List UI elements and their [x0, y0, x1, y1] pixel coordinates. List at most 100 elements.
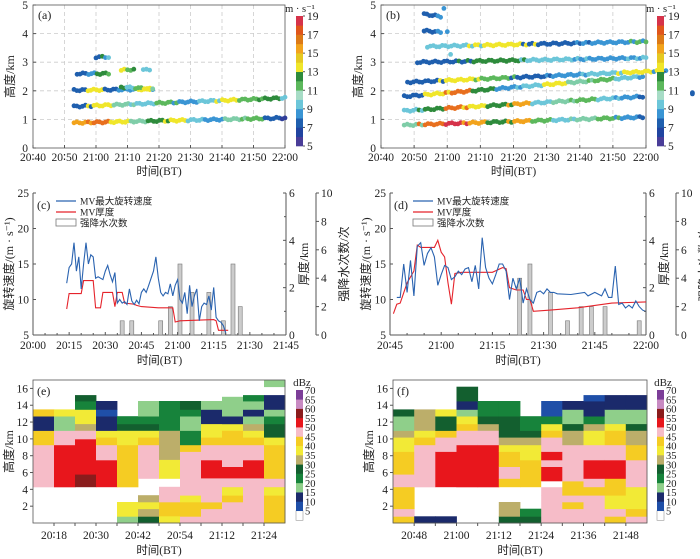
- heatmap-cell: [414, 409, 436, 431]
- heatmap-cell: [201, 444, 223, 461]
- colorbar: 5 7 9 11 13 15 17 19m · s⁻¹: [646, 4, 680, 153]
- data-point: [282, 94, 288, 100]
- x-tick-label: 20∶30: [83, 530, 109, 542]
- y-tick-label: 20: [375, 224, 387, 236]
- heatmap-cell: [477, 423, 500, 431]
- y-tick-label: 15: [18, 259, 30, 271]
- colorbar-tick-label: 15: [666, 488, 677, 499]
- y-axis-label: 旋转速度/(m · s⁻¹): [358, 217, 373, 310]
- x-tick-label: 21∶10: [115, 152, 141, 164]
- heatmap-cell: [583, 401, 606, 417]
- x-tick-label: 21∶24: [528, 530, 554, 542]
- heatmap-cell: [222, 416, 244, 425]
- y-tick-label: 20: [18, 224, 30, 236]
- y2-tick-label: 4: [649, 235, 655, 247]
- y-tick-label: 10: [375, 295, 387, 307]
- heatmap-cell: [456, 409, 479, 417]
- x-tick-label: 21∶10: [467, 152, 493, 164]
- data-point: [438, 30, 443, 35]
- colorbar-swatch: [296, 71, 303, 82]
- x-tick-label: 21∶00: [428, 340, 454, 352]
- thickness-line: [392, 238, 647, 314]
- x-tick-label: 20∶40: [20, 152, 46, 164]
- y-tick-label: 4: [22, 29, 28, 41]
- heatmap-cell: [96, 437, 118, 446]
- x-tick-label: 20∶42: [125, 530, 151, 542]
- x-tick-label: 21∶40: [209, 152, 235, 164]
- heatmap-cell: [604, 423, 627, 431]
- heatmap-cell: [562, 508, 584, 524]
- y3-tick-label: 2: [681, 302, 687, 314]
- heatmap-cell: [180, 444, 202, 452]
- heatmap-cell: [393, 451, 415, 475]
- heatmap-cell: [159, 459, 181, 479]
- heatmap-cell: [541, 423, 563, 431]
- panel-e: 20∶18 20∶30 20∶42 20∶54 21∶12 21∶24 2 4 6 8 10 12 14…: [1, 377, 316, 557]
- y-tick-label: 10: [377, 434, 389, 446]
- heatmap-cell: [33, 416, 55, 431]
- x-tick-label: 21∶15: [479, 340, 505, 352]
- colorbar-swatch: [657, 53, 664, 63]
- heatmap-cell: [625, 459, 648, 488]
- heatmap-cell: [75, 430, 97, 440]
- y3-tick-label: 6: [681, 245, 687, 257]
- colorbar-tick-label: 50: [305, 423, 316, 434]
- x-tick-label: 21∶50: [241, 152, 267, 164]
- heatmap-cell: [562, 409, 584, 425]
- y-axis-label: 高度/km: [350, 55, 365, 98]
- colorbar-swatch: [296, 43, 303, 54]
- panel-c: 20∶00 20∶15 20∶30 20∶45 21∶00 21∶15 21∶30 21∶45…: [1, 188, 351, 367]
- panel-label: (e): [37, 384, 50, 398]
- heatmap-cell: [498, 502, 521, 517]
- data-point: [441, 5, 447, 11]
- colorbar-tick-label: 9: [668, 104, 674, 116]
- data-point: [444, 29, 450, 35]
- colorbar-tick-label: 7: [307, 122, 313, 134]
- colorbar-tick-label: 19: [307, 11, 319, 23]
- heatmap-cell: [393, 416, 415, 431]
- data-point: [643, 39, 649, 45]
- y-tick-label: 14: [17, 400, 29, 412]
- colorbar-swatch: [657, 34, 664, 45]
- y3-tick-label: 0: [321, 330, 327, 342]
- colorbar-tick-label: 5: [307, 141, 313, 153]
- colorbar-swatch: [296, 399, 303, 409]
- event-bar: [189, 292, 195, 336]
- x-tick-label: 20∶45: [377, 340, 403, 352]
- event-bar: [119, 320, 125, 336]
- heatmap-cell: [117, 502, 139, 517]
- heatmap-cell: [541, 466, 563, 482]
- x-tick-label: 20∶50: [401, 152, 427, 164]
- heatmap-cell: [604, 430, 627, 446]
- heatmap-cell: [180, 516, 202, 524]
- colorbar-swatch: [657, 436, 664, 447]
- colorbar-swatch: [296, 455, 303, 465]
- colorbar-swatch: [657, 390, 664, 400]
- heatmap-cell: [604, 409, 627, 425]
- heatmap-cell: [243, 459, 265, 479]
- heatmap-cell: [33, 430, 55, 446]
- x-tick-label: 20∶48: [401, 530, 427, 542]
- x-tick-label: 20∶15: [56, 340, 82, 352]
- y-tick-label: 25: [18, 188, 30, 200]
- heatmap-cell: [180, 495, 202, 503]
- heatmap-cell: [117, 416, 139, 425]
- colorbar-swatch: [657, 408, 664, 419]
- heatmap-cell: [541, 495, 563, 524]
- heatmap-cell: [138, 502, 160, 510]
- panel-label: (b): [386, 8, 400, 22]
- y3-tick-label: 10: [681, 188, 693, 200]
- x-tick-label: 21∶12: [209, 530, 235, 542]
- event-bar: [221, 320, 226, 336]
- data-point: [640, 94, 646, 100]
- heatmap-cell: [393, 437, 415, 452]
- event-bar: [565, 320, 570, 336]
- heatmap-cell: [393, 486, 415, 510]
- y-tick-label: 4: [370, 29, 376, 41]
- heatmap-cell: [541, 401, 563, 417]
- heatmap-cell: [414, 444, 436, 488]
- colorbar-swatch: [296, 445, 303, 456]
- event-bar: [237, 306, 243, 336]
